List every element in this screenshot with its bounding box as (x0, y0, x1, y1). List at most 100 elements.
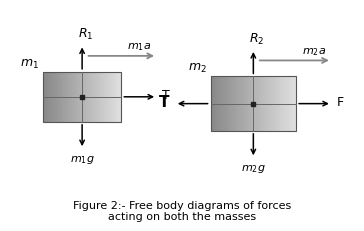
Polygon shape (211, 77, 213, 131)
Polygon shape (43, 73, 44, 122)
Polygon shape (119, 73, 120, 122)
Polygon shape (260, 77, 261, 131)
Polygon shape (294, 77, 295, 131)
Polygon shape (268, 77, 269, 131)
Polygon shape (95, 73, 96, 122)
Polygon shape (218, 77, 219, 131)
Polygon shape (57, 73, 58, 122)
Polygon shape (213, 77, 214, 131)
Polygon shape (291, 77, 292, 131)
Polygon shape (245, 77, 246, 131)
Polygon shape (106, 73, 107, 122)
Text: $R_2$: $R_2$ (249, 31, 265, 46)
Polygon shape (215, 77, 216, 131)
Polygon shape (235, 77, 236, 131)
Polygon shape (283, 77, 284, 131)
Polygon shape (270, 77, 272, 131)
Polygon shape (78, 73, 79, 122)
Polygon shape (276, 77, 277, 131)
Polygon shape (258, 77, 259, 131)
Polygon shape (86, 73, 87, 122)
Polygon shape (217, 77, 218, 131)
Polygon shape (100, 73, 101, 122)
Text: $m_2g$: $m_2g$ (241, 162, 266, 174)
Polygon shape (92, 73, 93, 122)
Polygon shape (266, 77, 267, 131)
Polygon shape (251, 77, 252, 131)
Polygon shape (115, 73, 116, 122)
Polygon shape (221, 77, 222, 131)
Polygon shape (77, 73, 78, 122)
Polygon shape (99, 73, 100, 122)
Polygon shape (293, 77, 294, 131)
Polygon shape (286, 77, 288, 131)
Polygon shape (267, 77, 268, 131)
Text: $R_1$: $R_1$ (78, 27, 94, 42)
Polygon shape (51, 73, 52, 122)
Polygon shape (226, 77, 228, 131)
Polygon shape (285, 77, 286, 131)
Polygon shape (216, 77, 217, 131)
Text: $m_1g$: $m_1g$ (70, 153, 95, 165)
Polygon shape (246, 77, 247, 131)
Polygon shape (257, 77, 258, 131)
Polygon shape (73, 73, 74, 122)
Polygon shape (240, 77, 241, 131)
Polygon shape (220, 77, 221, 131)
Polygon shape (225, 77, 226, 131)
Polygon shape (263, 77, 264, 131)
Polygon shape (259, 77, 260, 131)
Polygon shape (253, 77, 254, 131)
Polygon shape (110, 73, 111, 122)
Polygon shape (288, 77, 289, 131)
Polygon shape (247, 77, 248, 131)
Polygon shape (219, 77, 220, 131)
Polygon shape (252, 77, 253, 131)
Polygon shape (72, 73, 73, 122)
Polygon shape (82, 73, 83, 122)
Polygon shape (279, 77, 280, 131)
Polygon shape (295, 77, 296, 131)
Polygon shape (75, 73, 76, 122)
Polygon shape (236, 77, 237, 131)
Polygon shape (52, 73, 53, 122)
Polygon shape (284, 77, 285, 131)
Polygon shape (274, 77, 275, 131)
Polygon shape (68, 73, 70, 122)
Polygon shape (264, 77, 265, 131)
Polygon shape (80, 73, 81, 122)
Polygon shape (93, 73, 94, 122)
Polygon shape (250, 77, 251, 131)
Polygon shape (84, 73, 85, 122)
Polygon shape (45, 73, 46, 122)
Polygon shape (237, 77, 238, 131)
Polygon shape (272, 77, 273, 131)
Polygon shape (254, 77, 256, 131)
Polygon shape (55, 73, 56, 122)
Polygon shape (88, 73, 89, 122)
Polygon shape (94, 73, 95, 122)
Polygon shape (114, 73, 115, 122)
Polygon shape (234, 77, 235, 131)
Polygon shape (63, 73, 64, 122)
Polygon shape (107, 73, 108, 122)
Polygon shape (265, 77, 266, 131)
Polygon shape (74, 73, 75, 122)
Polygon shape (62, 73, 63, 122)
Text: $m_2$: $m_2$ (188, 62, 207, 75)
Polygon shape (243, 77, 244, 131)
Polygon shape (83, 73, 84, 122)
Polygon shape (89, 73, 90, 122)
Polygon shape (248, 77, 249, 131)
Polygon shape (210, 77, 211, 131)
Polygon shape (90, 73, 91, 122)
Polygon shape (59, 73, 60, 122)
Polygon shape (79, 73, 80, 122)
Polygon shape (256, 77, 257, 131)
Polygon shape (116, 73, 118, 122)
Polygon shape (56, 73, 57, 122)
Polygon shape (278, 77, 279, 131)
Polygon shape (289, 77, 290, 131)
Text: T: T (159, 94, 170, 109)
Polygon shape (104, 73, 105, 122)
